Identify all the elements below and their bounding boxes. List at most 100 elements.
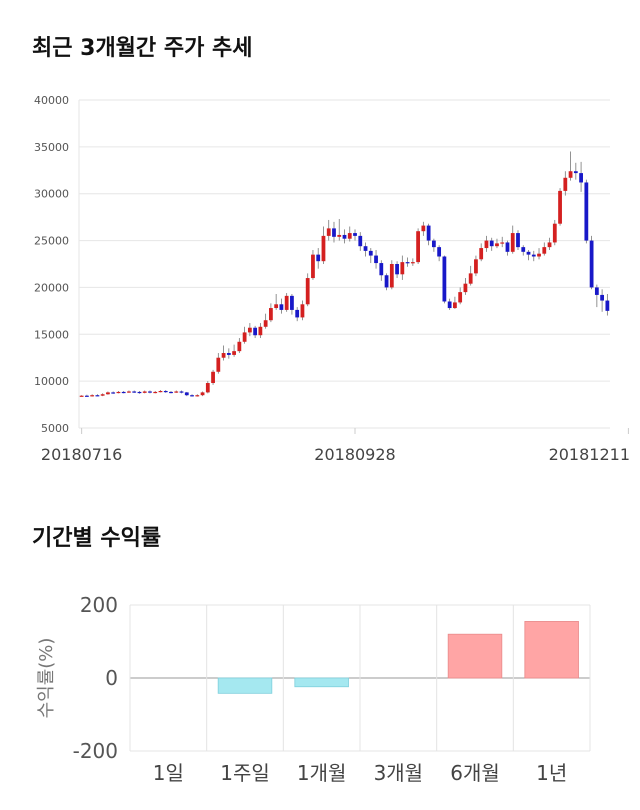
candle (216, 353, 221, 374)
candle-grid (78, 99, 610, 429)
candle (558, 188, 562, 226)
candle-body (284, 295, 289, 310)
candle-body (142, 391, 147, 393)
candle-body (79, 395, 84, 397)
candle-body (242, 332, 247, 342)
candle-body (332, 228, 336, 237)
candle (95, 394, 100, 397)
candle (379, 260, 384, 281)
candle (237, 338, 242, 354)
candle (463, 278, 468, 295)
candle-body (484, 240, 489, 249)
candle (300, 300, 305, 321)
candle-body (169, 391, 173, 394)
candle-body (106, 392, 110, 395)
candle-y-ticks: 40000 35000 30000 25000 20000 15000 10000 5000 (34, 94, 69, 435)
candle (505, 240, 510, 256)
bar-y-tick-label: -200 (73, 739, 118, 763)
candle (274, 293, 279, 310)
candle-body (326, 228, 331, 236)
candle (100, 393, 105, 397)
candle-body (226, 353, 231, 355)
candle-body (537, 253, 541, 257)
candle (174, 390, 179, 393)
return-bar (294, 677, 349, 688)
bar-x-tick-label: 1년 (536, 761, 567, 785)
candle (410, 258, 415, 266)
candle-body (573, 171, 578, 174)
candle-body (547, 242, 552, 248)
candle-x-tick-label: 20180928 (314, 445, 395, 464)
candle (363, 242, 368, 257)
bar-x-tick-label: 3개월 (374, 761, 424, 785)
candle (389, 260, 394, 290)
candle-body (311, 254, 315, 279)
candle (263, 313, 268, 329)
candle-body (95, 395, 100, 397)
candle (474, 255, 478, 277)
candle-body (221, 353, 226, 358)
candle (279, 298, 284, 314)
candle-x-ticks: 20180716 20180928 20181211 (41, 428, 630, 464)
candle-body (247, 327, 252, 333)
candle-body (584, 182, 589, 241)
candle-body (127, 391, 131, 393)
candle-body (274, 304, 279, 309)
candle-body (516, 233, 520, 248)
candle (547, 237, 552, 250)
candle (495, 238, 499, 249)
candle-body (174, 391, 179, 393)
candle-body (148, 391, 152, 393)
return-bar (217, 677, 273, 694)
candle (232, 344, 236, 357)
candle (594, 284, 599, 308)
candle (269, 303, 273, 323)
bar-y-axis-label: 수익률(%) (36, 638, 57, 719)
candle (111, 391, 116, 394)
candle-x-tick-label: 20180716 (41, 445, 122, 464)
candle (589, 235, 594, 290)
candle (211, 369, 215, 385)
candle-body (342, 234, 347, 239)
candle (353, 229, 357, 241)
candle-body (453, 302, 457, 309)
candle (90, 394, 95, 397)
candle-body (568, 171, 573, 178)
candle (284, 293, 289, 312)
candle-body (579, 173, 583, 183)
bar-x-tick-label: 1개월 (297, 761, 347, 785)
candle-body (505, 242, 510, 252)
candle-body (153, 391, 158, 394)
candle-body (416, 231, 420, 263)
candle (295, 307, 300, 322)
candle-body (442, 256, 447, 302)
candle (384, 273, 389, 291)
candle-body (400, 262, 405, 275)
candle (132, 390, 137, 393)
candle (510, 225, 515, 254)
candle-body (232, 351, 236, 355)
candle (316, 248, 321, 269)
candle (400, 255, 405, 280)
candle-body (410, 262, 415, 264)
candle (342, 229, 347, 244)
candle (127, 390, 131, 393)
candle-body (190, 395, 194, 397)
candle (542, 242, 547, 256)
candle (184, 391, 189, 397)
candle-body (600, 294, 605, 301)
candle (332, 221, 336, 243)
bar-grid (129, 604, 591, 752)
bar-x-tick-label: 1일 (153, 761, 184, 785)
candle (195, 394, 200, 397)
candle-body (426, 225, 431, 241)
bar-y-ticks: 200 0 -200 (73, 593, 118, 763)
period-return-title: 기간별 수익률 (32, 526, 162, 551)
candle-body (526, 251, 531, 255)
candle (247, 323, 252, 337)
candle-body (405, 262, 410, 264)
candle (479, 243, 484, 262)
return-bar (524, 621, 579, 679)
candle-body (200, 392, 205, 396)
